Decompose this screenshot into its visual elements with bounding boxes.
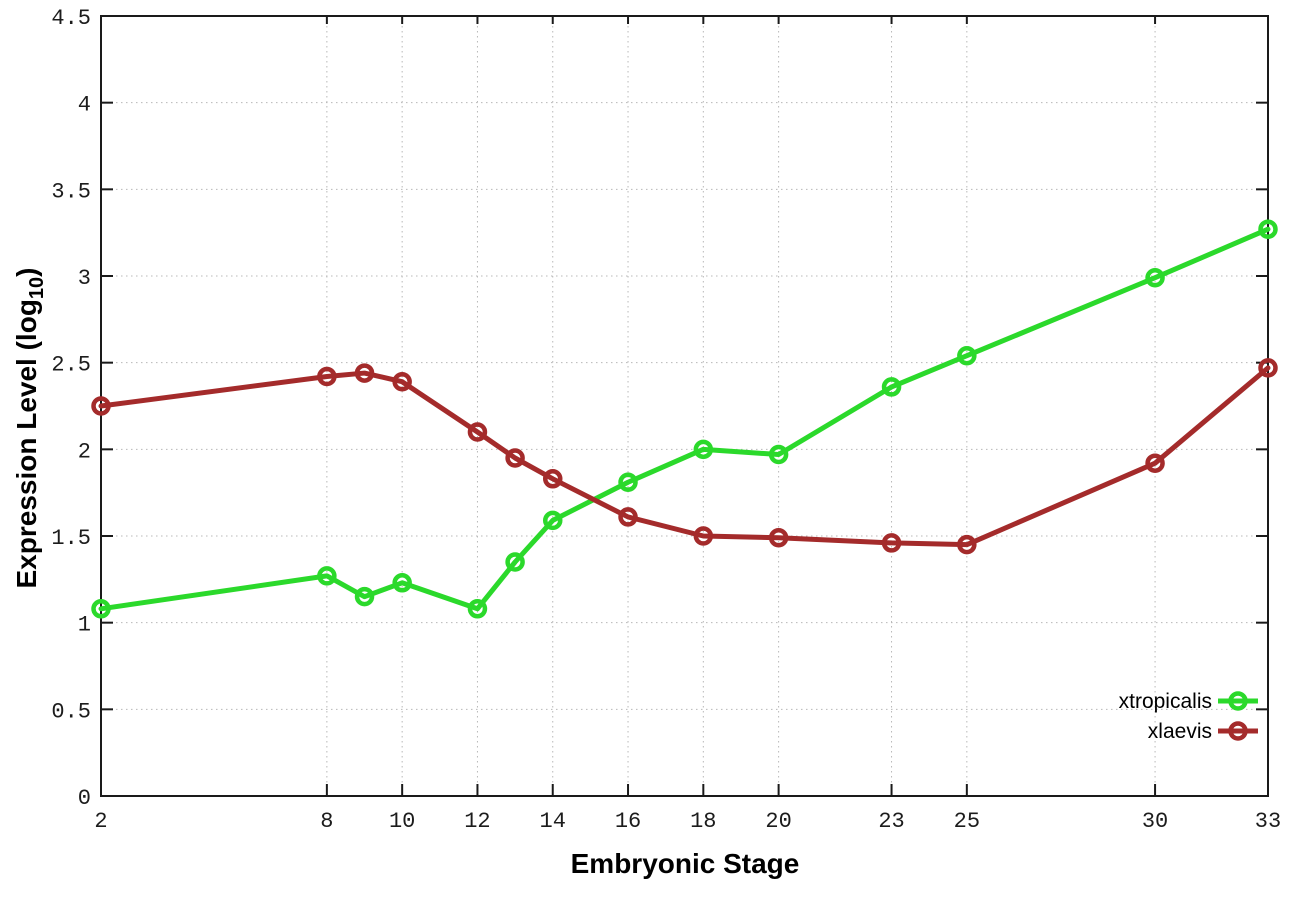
y-tick-label: 4.5	[51, 6, 91, 31]
x-tick-label: 16	[615, 809, 641, 834]
x-tick-label: 2	[94, 809, 107, 834]
data-point	[91, 396, 111, 416]
data-point	[505, 448, 525, 468]
series-xlaevis	[91, 358, 1278, 555]
x-axis-title: Embryonic Stage	[571, 848, 800, 879]
data-point	[392, 371, 412, 392]
data-point	[693, 439, 714, 460]
data-point	[618, 507, 638, 527]
data-series	[91, 219, 1278, 619]
y-tick-label: 3	[78, 266, 91, 291]
legend-label-xlaevis: xlaevis	[1148, 720, 1212, 743]
data-point	[957, 345, 977, 366]
y-axis-title: Expression Level (log10)	[11, 268, 48, 589]
data-point	[542, 469, 563, 489]
data-point	[91, 599, 111, 619]
y-tick-label: 0	[78, 786, 91, 811]
x-tick-label: 12	[464, 809, 490, 834]
data-point	[354, 363, 375, 383]
data-point	[467, 599, 488, 619]
data-point	[768, 527, 789, 548]
legend-label-xtropicalis: xtropicalis	[1119, 690, 1212, 713]
legend-marker-circle-icon	[1228, 691, 1248, 711]
y-tick-label: 1	[78, 613, 91, 638]
data-point	[1145, 267, 1165, 288]
series-xtropicalis	[91, 219, 1278, 619]
data-point	[881, 533, 902, 553]
x-tick-label: 10	[389, 809, 415, 834]
data-point	[1258, 219, 1278, 239]
tick-labels: 2 8 10 12 14 16 18 20 23 25 30 33 0 0.5 1 1.5 2 2.5 3 3.5 4 4…	[51, 6, 1281, 834]
data-point	[881, 377, 902, 397]
y-tick-label: 1.5	[51, 526, 91, 551]
y-tick-label: 2	[78, 439, 91, 464]
y-tick-label: 4	[78, 93, 91, 118]
x-tick-label: 33	[1255, 809, 1281, 834]
y-tick-label: 0.5	[51, 699, 91, 724]
y-tick-label: 2.5	[51, 353, 91, 378]
y-tick-label: 3.5	[51, 179, 91, 204]
data-point	[317, 566, 337, 586]
legend-entry-xlaevis: xlaevis	[1148, 720, 1258, 743]
data-point	[768, 444, 789, 465]
plot-border	[100, 15, 1269, 797]
gridlines	[101, 16, 1268, 796]
data-point	[1258, 358, 1278, 378]
legend-marker-circle-icon	[1228, 721, 1248, 741]
series-line	[98, 226, 1271, 612]
x-tick-label: 30	[1142, 809, 1168, 834]
legend-entry-xtropicalis: xtropicalis	[1119, 690, 1258, 713]
data-point	[693, 526, 714, 546]
data-point	[505, 552, 525, 572]
plot-frame	[100, 15, 1269, 797]
data-point	[317, 366, 337, 387]
x-tick-label: 14	[540, 809, 566, 834]
data-point	[354, 586, 375, 607]
x-tick-label: 20	[765, 809, 791, 834]
data-point	[392, 573, 412, 593]
x-tick-label: 23	[878, 809, 904, 834]
x-tick-label: 8	[320, 809, 333, 834]
data-point	[957, 534, 977, 555]
data-point	[542, 510, 563, 531]
x-tick-label: 18	[690, 809, 716, 834]
data-point	[1145, 453, 1165, 473]
x-tick-label: 25	[954, 809, 980, 834]
data-point	[467, 422, 488, 442]
data-point	[618, 472, 638, 493]
legend: xtropicalis xlaevis	[1119, 690, 1258, 743]
